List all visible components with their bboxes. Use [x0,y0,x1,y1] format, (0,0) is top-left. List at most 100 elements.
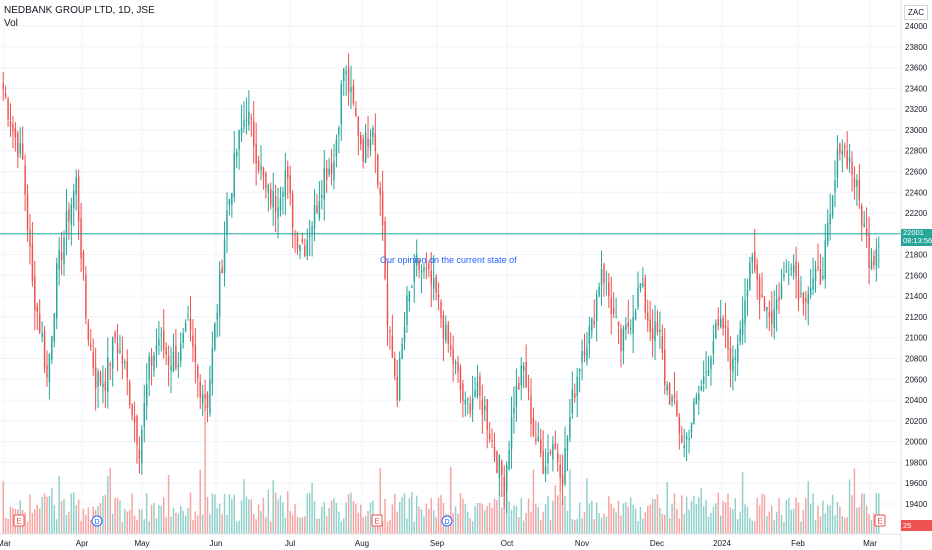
volume-bar [119,500,121,534]
candle-body [170,365,172,371]
volume-bar [41,496,43,534]
volume-bar [685,496,688,534]
volume-bar [391,504,394,534]
volume-bar [114,498,116,534]
candle-body [498,455,501,478]
earnings-marker-label: E [16,517,21,526]
volume-bar [481,504,484,534]
candle-body [418,259,420,270]
price-tick-label: 23800 [905,43,928,52]
volume-bar [761,494,763,534]
volume-bar [688,509,690,534]
volume-bar [150,504,153,534]
candle-body [63,237,65,265]
volume-bar [38,508,41,534]
volume-bar [167,474,170,534]
candle-body [26,194,29,230]
candle-body [795,261,797,277]
candle-body [783,273,785,278]
candle-body [184,322,187,332]
dividend-marker-label: D [444,519,449,526]
candle-body [459,366,462,390]
candle-body [591,317,593,332]
volume-bar [80,520,82,534]
symbol-title[interactable]: NEDBANK GROUP LTD, 1D, JSE [4,5,155,16]
candle-body [223,240,226,274]
volume-bar [65,515,68,534]
volume-bar [834,515,836,534]
candle-body [274,196,277,212]
candle-body [121,355,124,364]
time-tick-label: May [134,539,149,548]
candle-body [77,176,80,222]
volume-bar [715,503,717,534]
candle-body [537,436,540,441]
volume-bar [12,508,14,534]
candle-body [853,178,856,188]
candle-body [82,252,85,271]
candle-body [364,132,367,163]
volume-legend[interactable]: Vol [4,18,18,29]
volume-bar [773,520,775,534]
volume-bar [858,507,861,534]
candle-body [218,270,221,317]
candle-body [175,346,177,369]
candle-body [92,351,94,369]
price-tick-label: 21200 [905,313,928,322]
time-tick-label: Jun [210,539,223,548]
candle-body [719,318,722,328]
volume-bar [243,479,245,534]
price-tick-label: 24000 [905,22,928,31]
candle-body [233,153,235,197]
candle-body [104,381,107,391]
volume-bar [194,511,197,534]
candle-body [736,344,739,363]
candle-body [814,268,817,282]
volume-bar [824,513,827,534]
candle-body [722,318,724,329]
volume-bar [226,515,228,534]
volume-bar [284,517,287,534]
time-axis[interactable]: Mar Apr May Jun Jul Aug Sep Oct Nov Dec 2024 Feb Mar [0,539,877,548]
volume-bar [603,513,605,534]
volume-bar [437,497,440,534]
volume-bar [809,503,812,534]
candle-body [532,418,535,436]
candle-body [688,438,690,440]
volume-bar [342,518,345,534]
volume-bar [289,511,291,534]
volume-bar [43,493,46,534]
candle-body [710,357,712,370]
candle-body [617,321,620,326]
volume-bar [369,502,372,534]
volume-bar [279,495,282,534]
candle-body [445,324,447,341]
volume-bar [557,495,559,534]
candle-body [133,416,136,423]
volume-bar [510,509,513,534]
currency-label[interactable]: ZAC [904,5,928,20]
candle-body [649,319,651,333]
candle-body [839,144,841,154]
volume-bar [204,404,206,534]
volume-bar [335,502,338,534]
last-price-tag: 22001 08:13:56 [901,229,932,246]
volume-bar [277,499,279,534]
volume-bar [848,479,851,534]
candle-body [325,168,328,181]
candle-body [683,445,685,448]
volume-bar [262,497,265,534]
volume-bar [357,512,360,534]
price-axis[interactable]: 19400 19600 19800 20000 20200 20400 20600 20800… [905,22,928,509]
bar-countdown: 08:13:56 [903,236,932,245]
volume-bar [844,517,846,534]
volume-bar [221,514,223,534]
candle-body [384,221,386,279]
time-tick-label: Jul [285,539,295,548]
volume-bar [698,496,700,534]
volume-bar [53,505,56,534]
idea-annotation[interactable]: Our opinion on the current state of [380,255,517,265]
volume-bar [218,503,221,534]
